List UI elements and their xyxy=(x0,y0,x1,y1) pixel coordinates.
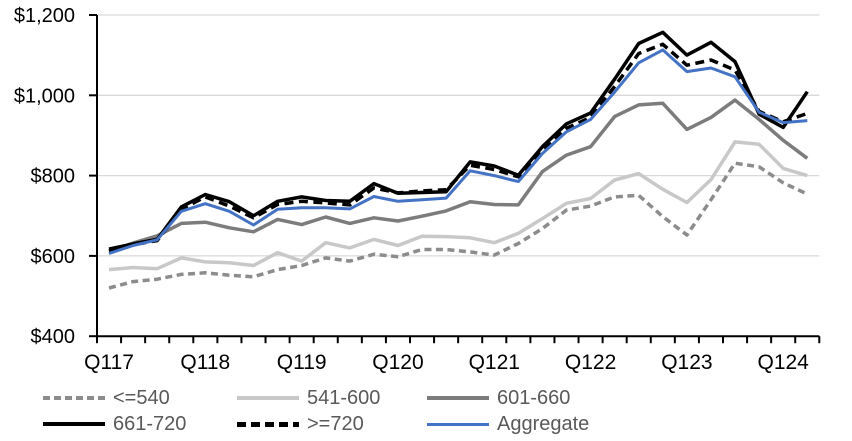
series-line-541600 xyxy=(108,140,808,272)
x-tick-label: Q123 xyxy=(661,351,712,374)
x-tick-label: Q117 xyxy=(84,351,134,374)
y-tick-label: $400 xyxy=(31,326,76,348)
legend-label-601-660: 601-660 xyxy=(497,387,571,409)
y-tick-label: $600 xyxy=(31,246,76,268)
series-line-601660 xyxy=(108,98,809,253)
legend-item-ge720: >=720 xyxy=(237,413,364,435)
y-tick-label: $1,000 xyxy=(14,85,75,107)
x-tick-label: Q120 xyxy=(372,351,423,374)
legend-key-601-660-line xyxy=(427,396,489,400)
x-tick-label: Q119 xyxy=(277,351,327,374)
series-line-661720 xyxy=(108,30,809,251)
legend-label-aggregate: Aggregate xyxy=(497,413,590,435)
x-tick-label: Q122 xyxy=(565,351,616,374)
legend-key-541-600-line xyxy=(237,396,299,400)
legend-item-le540: <=540 xyxy=(43,387,170,409)
series-line-aggregate xyxy=(108,48,808,255)
legend-label-le540: <=540 xyxy=(113,387,170,409)
x-tick-label: Q118 xyxy=(180,351,230,374)
legend-key-661-720-line xyxy=(43,422,105,426)
legend-label-ge720: >=720 xyxy=(307,413,364,435)
chart-legend: <=540 541-600 601-660 661-720 >=720 Aggr… xyxy=(0,386,852,441)
legend-item-661-720: 661-720 xyxy=(43,413,187,435)
series-line-720 xyxy=(108,42,808,253)
x-tick-label: Q124 xyxy=(757,351,809,374)
series-line-540 xyxy=(108,161,809,290)
x-tick-label: Q121 xyxy=(469,351,520,374)
legend-item-aggregate: Aggregate xyxy=(427,413,590,435)
y-tick-label: $1,200 xyxy=(14,5,75,27)
y-tick-label: $800 xyxy=(31,166,76,188)
legend-key-ge720-dashed-line xyxy=(237,421,299,427)
legend-key-aggregate-line xyxy=(427,422,489,426)
legend-item-601-660: 601-660 xyxy=(427,387,571,409)
legend-item-541-600: 541-600 xyxy=(237,387,381,409)
legend-label-541-600: 541-600 xyxy=(307,387,381,409)
legend-key-le540-dashed-line xyxy=(43,396,105,400)
legend-label-661-720: 661-720 xyxy=(113,413,187,435)
